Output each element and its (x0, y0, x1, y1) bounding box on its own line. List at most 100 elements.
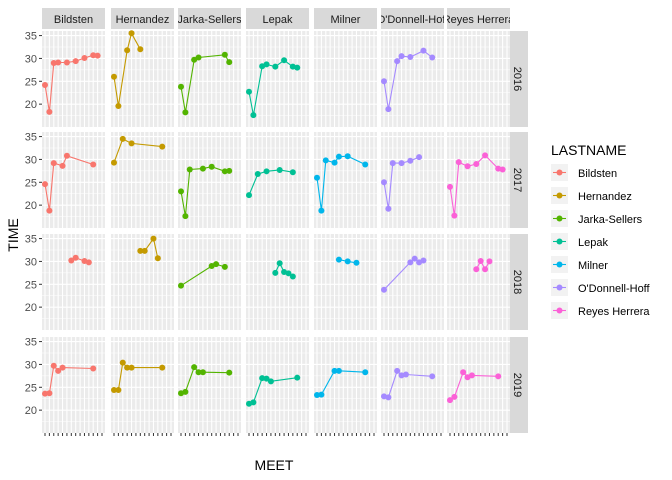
data-point (182, 213, 189, 220)
facet-strip (314, 8, 377, 29)
data-point (263, 61, 270, 68)
data-point (314, 174, 320, 181)
data-point (199, 165, 206, 172)
data-point (46, 390, 53, 397)
data-point (154, 255, 161, 262)
data-point (495, 373, 502, 380)
data-point (254, 171, 261, 178)
x-axis-title: MEET (255, 457, 294, 473)
y-tick-label: 35 (25, 132, 37, 144)
panel-background (246, 31, 309, 127)
panel-background (447, 31, 510, 127)
data-point (226, 369, 233, 376)
y-tick-label: 20 (25, 200, 37, 212)
data-point (394, 58, 401, 65)
legend-key-point (556, 215, 563, 222)
data-point (486, 258, 493, 265)
y-tick-label: 25 (25, 177, 37, 189)
data-point (447, 397, 453, 404)
data-point (381, 179, 387, 186)
data-point (407, 259, 414, 266)
legend-key-point (556, 238, 563, 245)
data-point (50, 362, 57, 369)
data-point (464, 163, 471, 170)
data-point (213, 261, 220, 268)
data-point (111, 159, 117, 166)
data-point (451, 393, 458, 400)
data-point (289, 273, 296, 280)
data-point (72, 254, 79, 261)
data-point (111, 73, 117, 80)
legend-key-point (556, 192, 563, 199)
panel-background (42, 337, 105, 433)
facet-strip (246, 8, 309, 29)
legend-label: Hernandez (578, 191, 632, 203)
data-point (81, 54, 88, 61)
data-point (318, 207, 325, 214)
data-point (111, 387, 117, 394)
data-point (94, 52, 101, 59)
data-point (50, 160, 57, 167)
legend-label: Lepak (578, 237, 608, 249)
data-point (124, 47, 131, 54)
facet-strip (508, 337, 528, 433)
data-point (128, 30, 135, 37)
data-point (294, 64, 301, 71)
legend-key-point (556, 261, 563, 268)
panel-background (111, 337, 174, 433)
series-line (449, 154, 503, 216)
data-point (42, 81, 48, 88)
data-point (250, 112, 257, 119)
data-point (195, 54, 202, 61)
facet-strip (381, 8, 444, 29)
data-point (294, 374, 301, 381)
legend-label: Jarka-Sellers (578, 214, 643, 226)
y-tick-label: 30 (25, 53, 37, 65)
data-point (322, 157, 329, 164)
data-point (318, 391, 325, 398)
facet-strip-label: 2019 (511, 373, 523, 397)
facet-strip-label: Lepak (263, 14, 293, 26)
data-point (137, 46, 144, 53)
data-point (285, 270, 292, 277)
data-point (420, 257, 427, 264)
data-point (263, 375, 270, 382)
data-point (63, 152, 70, 159)
facet-strip (508, 132, 528, 228)
data-point (314, 392, 320, 399)
data-point (353, 259, 360, 266)
legend-key-point (556, 169, 563, 176)
data-point (362, 369, 369, 376)
data-point (468, 372, 475, 379)
facet-strip (42, 8, 105, 29)
panel-background (381, 234, 444, 330)
data-point (226, 59, 233, 66)
data-point (407, 157, 414, 164)
data-point (385, 205, 392, 212)
data-point (398, 53, 405, 60)
data-point (250, 399, 257, 406)
data-point (389, 160, 396, 167)
data-point (420, 47, 427, 54)
data-point (128, 364, 135, 371)
data-point (63, 59, 70, 66)
y-tick-label: 20 (25, 405, 37, 417)
facet-strip (508, 31, 528, 127)
data-point (381, 78, 387, 85)
data-point (115, 387, 122, 394)
y-tick-label: 25 (25, 76, 37, 88)
data-point (473, 161, 480, 167)
data-point (55, 367, 62, 374)
y-axis-title: TIME (5, 218, 21, 251)
data-point (42, 390, 48, 397)
data-point (178, 83, 184, 90)
y-tick-label: 35 (25, 31, 37, 43)
facet-strip-label: 2018 (511, 270, 523, 294)
data-point (115, 102, 122, 109)
data-point (482, 152, 489, 159)
data-point (46, 108, 53, 115)
data-point (221, 51, 228, 58)
panel-background (381, 337, 444, 433)
data-point (59, 162, 66, 169)
panel-background (178, 132, 241, 228)
